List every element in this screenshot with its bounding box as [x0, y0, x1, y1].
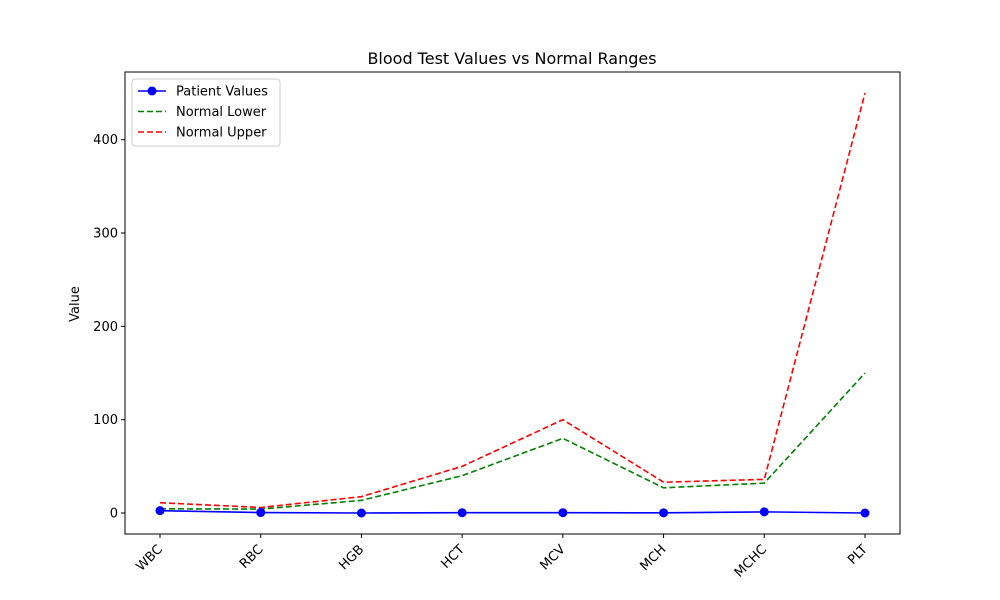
legend-box [131, 78, 281, 147]
series-line-normal-lower [159, 372, 866, 510]
x-tick-label: MCHC [732, 542, 770, 580]
data-point [356, 508, 366, 518]
data-point [558, 508, 568, 518]
y-tick-label: 300 [93, 227, 118, 242]
legend-label: Normal Upper [176, 126, 267, 141]
series-layer [155, 92, 870, 518]
series-line-normal-upper [159, 92, 866, 509]
series-line-patient-values [159, 509, 866, 514]
data-point [155, 506, 165, 516]
y-tick-label: 400 [93, 133, 118, 148]
x-tick-label: HGB [336, 542, 367, 573]
x-tick-label: RBC [237, 542, 267, 572]
y-tick-label: 200 [93, 320, 118, 335]
data-point [256, 508, 266, 518]
x-tick-label: MCV [537, 542, 568, 573]
x-tick-label: HCT [438, 542, 468, 572]
x-tick-label: MCH [638, 542, 670, 574]
data-point [659, 508, 669, 518]
y-tick-label: 100 [93, 413, 118, 428]
y-axis-label: Value [68, 286, 83, 322]
data-point [457, 508, 467, 518]
x-tick-label: WBC [134, 542, 166, 574]
legend-marker [147, 86, 157, 96]
legend-label: Normal Lower [176, 105, 267, 120]
plot-frame [124, 71, 901, 535]
y-tick-label: 0 [110, 507, 118, 522]
legend-label: Patient Values [176, 85, 268, 100]
data-point [860, 508, 870, 518]
legend: Patient Values Normal Lower Normal Upper [131, 78, 281, 147]
data-point [759, 507, 769, 517]
x-tick-label: PLT [845, 542, 871, 568]
chart-title: Blood Test Values vs Normal Ranges [367, 49, 656, 68]
